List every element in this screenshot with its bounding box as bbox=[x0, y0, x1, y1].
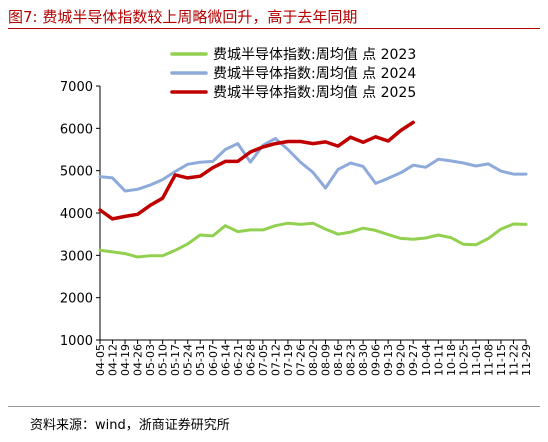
x-tick-label: 11-08 bbox=[482, 344, 495, 376]
y-tick-label: 4000 bbox=[60, 207, 93, 222]
x-tick-label: 05-03 bbox=[144, 344, 157, 376]
chart-series bbox=[98, 120, 528, 259]
x-tick-label: 10-18 bbox=[445, 344, 458, 376]
x-tick-label: 09-06 bbox=[370, 344, 383, 376]
footer-rule bbox=[8, 406, 540, 407]
y-tick-label: 3000 bbox=[60, 249, 93, 264]
y-tick-label: 7000 bbox=[60, 80, 93, 95]
x-tick-label: 09-13 bbox=[382, 344, 395, 376]
x-tick-label: 06-28 bbox=[244, 344, 257, 376]
x-tick-label: 09-20 bbox=[395, 344, 408, 376]
x-tick-label: 08-02 bbox=[307, 344, 320, 376]
y-tick-label: 6000 bbox=[60, 122, 93, 137]
title-rule bbox=[8, 28, 540, 29]
series-line-1 bbox=[98, 221, 528, 259]
x-tick-label: 05-10 bbox=[157, 344, 170, 376]
chart-legend: 费城半导体指数:周均值 点 2023 费城半导体指数:周均值 点 2024 费城半导… bbox=[170, 47, 416, 101]
x-tick-label: 11-01 bbox=[470, 344, 483, 376]
x-tick-label: 08-09 bbox=[320, 344, 333, 376]
x-tick-label: 10-04 bbox=[420, 344, 433, 376]
x-tick-label: 06-07 bbox=[207, 344, 220, 376]
x-tick-label: 04-19 bbox=[119, 344, 132, 376]
x-tick-label: 08-23 bbox=[345, 344, 358, 376]
x-tick-label: 08-16 bbox=[332, 344, 345, 376]
x-tick-label: 09-27 bbox=[407, 344, 420, 376]
legend-label: 费城半导体指数:周均值 点 2024 bbox=[213, 66, 416, 82]
series-line-2 bbox=[98, 137, 528, 193]
x-tick-label: 05-24 bbox=[182, 344, 195, 376]
x-tick-label: 07-26 bbox=[294, 344, 307, 376]
y-tick-label: 1000 bbox=[60, 334, 93, 349]
x-tick-label: 07-05 bbox=[257, 344, 270, 376]
x-tick-label: 11-15 bbox=[495, 344, 508, 376]
x-tick-label: 04-26 bbox=[132, 344, 145, 376]
x-tick-label: 10-25 bbox=[457, 344, 470, 376]
x-tick-label: 06-14 bbox=[219, 344, 232, 376]
figure-title: 图7: 费城半导体指数较上周略微回升，高于去年同期 bbox=[8, 8, 358, 26]
x-tick-label: 07-12 bbox=[269, 344, 282, 376]
series-line-3 bbox=[98, 120, 415, 221]
x-tick-label: 06-21 bbox=[232, 344, 245, 376]
legend-label: 费城半导体指数:周均值 点 2025 bbox=[213, 85, 416, 101]
x-tick-label: 11-29 bbox=[520, 344, 533, 376]
source-note: 资料来源：wind，浙商证券研究所 bbox=[30, 418, 230, 433]
y-tick-label: 2000 bbox=[60, 292, 93, 307]
x-tick-label: 08-30 bbox=[357, 344, 370, 376]
x-tick-label: 05-31 bbox=[194, 344, 207, 376]
legend-label: 费城半导体指数:周均值 点 2023 bbox=[213, 47, 416, 63]
x-tick-label: 10-11 bbox=[432, 344, 445, 376]
x-tick-label: 07-19 bbox=[282, 344, 295, 376]
x-tick-label: 11-22 bbox=[507, 344, 520, 376]
x-tick-label: 04-05 bbox=[94, 344, 107, 376]
x-tick-label: 04-12 bbox=[107, 344, 120, 376]
x-tick-label: 05-17 bbox=[169, 344, 182, 376]
y-tick-label: 5000 bbox=[60, 165, 93, 180]
